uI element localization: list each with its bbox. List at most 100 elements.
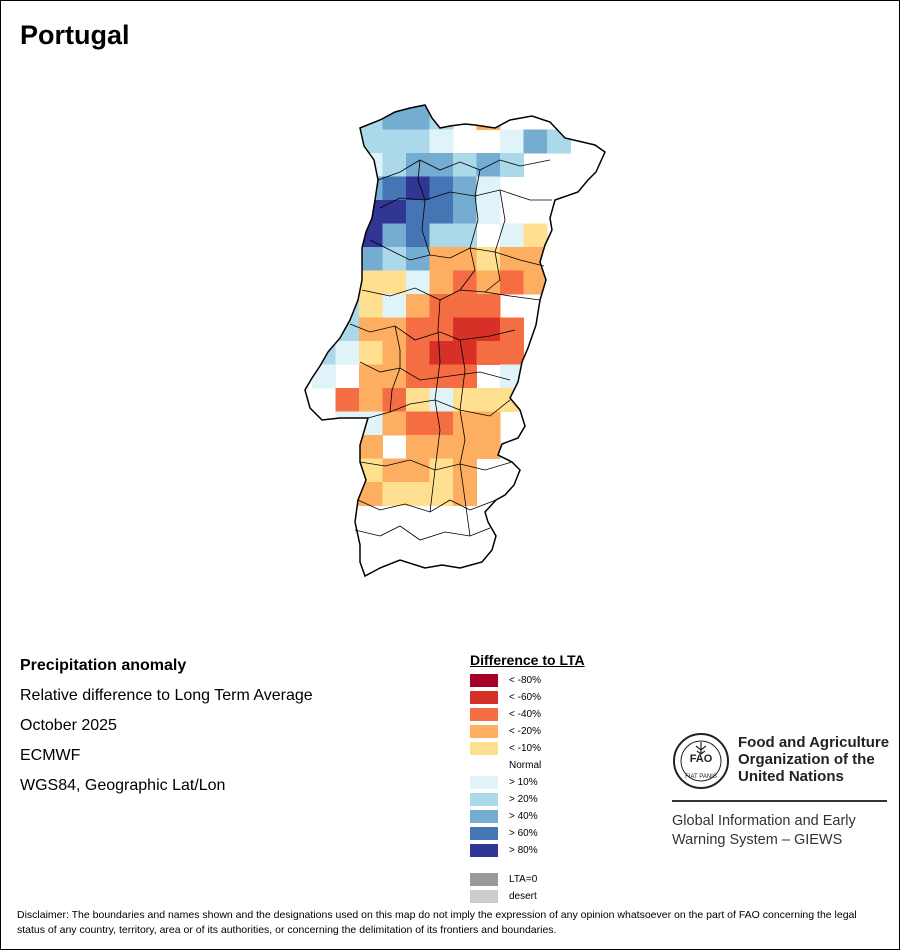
anomaly-grid <box>305 105 605 576</box>
grid-cell <box>359 388 383 412</box>
legend-swatch <box>470 890 498 903</box>
grid-cell <box>453 294 477 318</box>
legend-label: < -20% <box>509 726 541 737</box>
grid-cell <box>476 153 501 177</box>
legend-swatch <box>470 827 498 840</box>
grid-cell <box>429 153 454 177</box>
grid-cell <box>406 364 430 389</box>
fao-name-line3: United Nations <box>738 768 844 785</box>
legend-label: < -80% <box>509 675 541 686</box>
legend-swatch <box>470 873 498 886</box>
grid-cell <box>406 341 430 365</box>
grid-cell <box>335 341 360 365</box>
grid-cell <box>312 364 336 389</box>
grid-cell <box>382 317 407 342</box>
grid-cell <box>382 223 407 248</box>
legend-item: < -40% <box>470 706 585 723</box>
grid-cell <box>476 200 501 224</box>
giews-name: Global Information and Early Warning Sys… <box>672 812 856 850</box>
legend-item: > 20% <box>470 791 585 808</box>
grid-cell <box>476 435 501 459</box>
grid-cell <box>406 247 430 271</box>
grid-cell <box>429 411 454 436</box>
grid-cell <box>335 270 360 295</box>
grid-cell <box>335 482 360 506</box>
grid-cell <box>406 482 430 506</box>
fao-name: Food and Agriculture Organization of the… <box>738 734 889 785</box>
fao-logo-icon: FAO FIAT PANIS <box>673 733 729 789</box>
info-description: Relative difference to Long Term Average <box>20 687 313 704</box>
grid-cell <box>406 317 430 342</box>
grid-cell <box>359 435 383 459</box>
grid-cell <box>382 341 407 365</box>
grid-cell <box>453 458 477 483</box>
grid-cell <box>382 200 407 224</box>
grid-cell <box>429 129 454 154</box>
grid-cell <box>453 153 477 177</box>
grid-cell <box>476 176 501 201</box>
grid-cell <box>429 294 454 318</box>
grid-cell <box>453 341 477 365</box>
grid-cell <box>500 129 524 154</box>
legend-item: LTA=0 <box>470 871 585 888</box>
grid-cell <box>312 341 336 365</box>
info-period: October 2025 <box>20 717 117 734</box>
legend-label: < -60% <box>509 692 541 703</box>
legend-label: > 20% <box>509 794 538 805</box>
map-title: Portugal <box>20 20 130 50</box>
legend-label: Normal <box>509 760 542 771</box>
grid-cell <box>406 458 430 483</box>
portugal-map <box>304 104 606 577</box>
grid-cell <box>429 482 454 506</box>
grid-cell <box>382 364 407 389</box>
grid-cell <box>453 176 477 201</box>
grid-cell <box>359 247 383 271</box>
legend-item: < -10% <box>470 740 585 757</box>
grid-cell <box>453 200 477 224</box>
legend-swatch <box>470 742 498 755</box>
grid-cell <box>382 294 407 318</box>
grid-cell <box>382 388 407 412</box>
legend-item: < -20% <box>470 723 585 740</box>
legend-title: Difference to LTA <box>470 652 585 668</box>
legend-label: < -10% <box>509 743 541 754</box>
legend-swatch <box>470 691 498 704</box>
grid-cell <box>406 294 430 318</box>
grid-cell <box>476 411 501 436</box>
legend-swatch <box>470 776 498 789</box>
grid-cell <box>406 129 430 154</box>
grid-cell <box>382 270 407 295</box>
disclaimer-text: Disclaimer: The boundaries and names sho… <box>17 909 857 936</box>
grid-cell <box>429 364 454 389</box>
grid-cell <box>335 153 360 177</box>
fao-name-line2: Organization of the <box>738 751 875 768</box>
grid-cell <box>335 176 360 201</box>
grid-cell <box>429 176 454 201</box>
grid-cell <box>500 270 524 295</box>
legend-swatch <box>470 674 498 687</box>
fao-branding: FAO FIAT PANIS Food and Agriculture Orga… <box>672 732 889 848</box>
grid-cell <box>429 270 454 295</box>
grid-cell <box>382 176 407 201</box>
grid-cell <box>312 317 336 342</box>
legend-item: < -80% <box>470 672 585 689</box>
grid-cell <box>335 435 360 459</box>
grid-cell <box>547 129 571 154</box>
grid-cell <box>500 317 524 342</box>
grid-cell <box>523 129 548 154</box>
info-source: ECMWF <box>20 747 81 764</box>
legend-swatch <box>470 810 498 823</box>
grid-cell <box>453 388 477 412</box>
grid-cell <box>476 388 501 412</box>
legend-swatch <box>470 759 500 774</box>
legend-swatch <box>470 844 498 857</box>
grid-cell <box>335 223 360 248</box>
grid-cell <box>429 317 454 342</box>
grid-cell <box>429 435 454 459</box>
grid-cell <box>453 317 477 342</box>
grid-cell <box>382 482 407 506</box>
legend-label: > 10% <box>509 777 538 788</box>
grid-cell <box>429 223 454 248</box>
grid-cell <box>382 129 407 154</box>
grid-cell <box>429 458 454 483</box>
